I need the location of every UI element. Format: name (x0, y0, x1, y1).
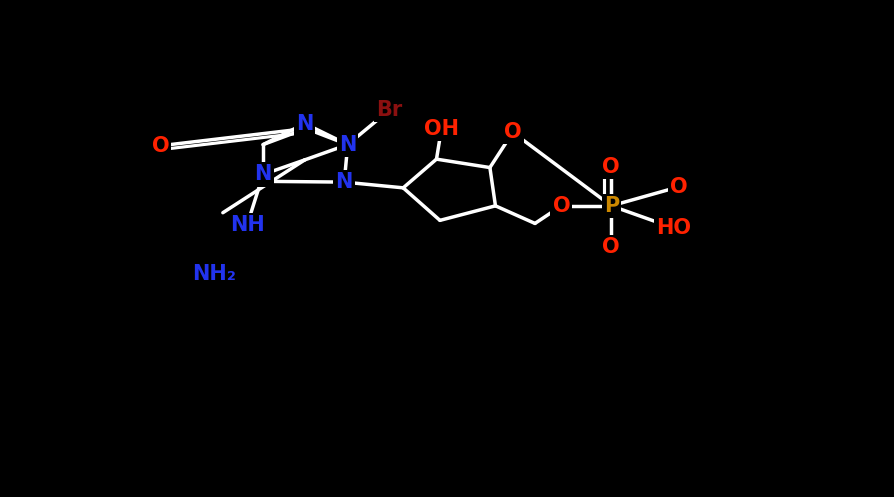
Text: NH: NH (230, 215, 265, 235)
Text: N: N (339, 135, 356, 155)
Text: N: N (296, 113, 313, 134)
Text: O: O (503, 122, 521, 142)
Text: OH: OH (424, 119, 459, 139)
Text: Br: Br (375, 100, 402, 120)
Text: O: O (151, 136, 169, 156)
Text: O: O (602, 157, 620, 177)
Text: O: O (552, 196, 569, 216)
Text: NH₂: NH₂ (192, 264, 236, 284)
Text: O: O (602, 237, 620, 257)
Text: N: N (254, 165, 272, 184)
Text: P: P (603, 196, 619, 216)
Text: O: O (670, 177, 687, 197)
Text: HO: HO (655, 218, 690, 238)
Text: N: N (335, 172, 352, 192)
